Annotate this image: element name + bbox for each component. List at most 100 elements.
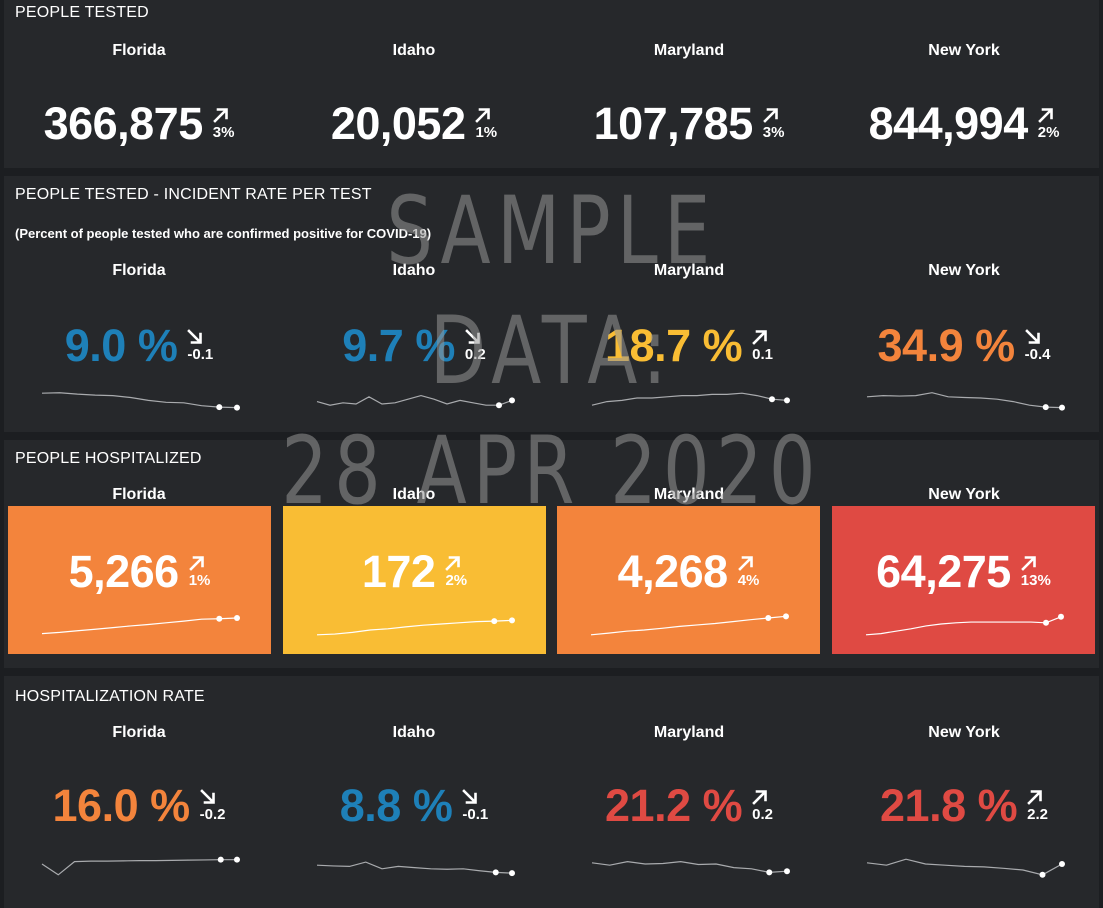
- arrow-up-right-icon: [1027, 790, 1042, 805]
- metric-value: 8.8 %: [339, 780, 453, 831]
- sparkline-last-point: [1059, 861, 1065, 867]
- metric-change: 0.1: [752, 329, 773, 363]
- metric-change: 2%: [1037, 107, 1059, 141]
- sparkline-prev-point: [492, 869, 499, 876]
- state-name-idaho: Idaho: [392, 42, 436, 59]
- sparkline-maryland: [591, 860, 790, 876]
- sparkline-last-point: [1059, 404, 1065, 411]
- state-name-new-york: New York: [928, 42, 1000, 59]
- metric-idaho: 172 2%: [283, 546, 546, 598]
- arrow-up-right-icon: [752, 790, 767, 805]
- metric-value: 5,266: [68, 546, 180, 597]
- sparkline-last-point: [234, 615, 240, 621]
- state-name-maryland: Maryland: [653, 724, 725, 741]
- metric-value: 21.8 %: [880, 780, 1018, 831]
- metric-change-value: -0.4: [1024, 346, 1051, 363]
- arrow-down-right-icon: [199, 789, 215, 804]
- state-name-maryland: Maryland: [653, 262, 725, 279]
- sparkline-new-york: [866, 392, 1065, 411]
- metric-idaho: 8.8 % -0.1: [279, 780, 549, 832]
- metric-change-value: -0.1: [187, 346, 214, 363]
- metric-change-value: 13%: [1020, 572, 1051, 589]
- sparkline-maryland: [590, 613, 789, 636]
- metric-change: 0.2: [465, 329, 486, 363]
- sparkline-last-point: [509, 617, 515, 624]
- sparkline-path: [316, 394, 513, 406]
- sparkline-idaho: [316, 861, 515, 877]
- metric-value: 64,275: [876, 546, 1011, 597]
- arrow-down-right-icon: [187, 329, 203, 344]
- arrow-down-right-icon: [465, 329, 480, 344]
- metric-change: 3%: [762, 107, 785, 141]
- arrow-up-right-icon: [475, 108, 491, 123]
- sparkline-path: [590, 615, 787, 636]
- metric-change: 3%: [212, 107, 234, 141]
- arrow-up-right-icon: [188, 556, 204, 571]
- sparkline-prev-point: [491, 618, 498, 625]
- sparkline-last-point: [784, 868, 790, 875]
- metric-new-york: 844,994 2%: [829, 98, 1099, 150]
- metric-change: 2%: [445, 555, 467, 589]
- sparkline-last-point: [783, 613, 789, 620]
- sparkline-last-point: [509, 397, 515, 404]
- state-name-maryland: Maryland: [653, 486, 725, 503]
- metric-change: 2.2: [1027, 789, 1048, 823]
- panel-subtitle: (Percent of people tested who are confir…: [15, 226, 432, 241]
- arrow-up-right-icon: [752, 330, 767, 345]
- arrow-up-right-icon: [445, 556, 461, 571]
- metric-value: 21.2 %: [605, 780, 743, 831]
- metric-change-value: -0.1: [462, 806, 489, 823]
- metric-change: -0.2: [199, 789, 226, 823]
- arrow-up-right-icon: [1020, 556, 1036, 571]
- state-name-florida: Florida: [112, 724, 166, 741]
- state-name-idaho: Idaho: [392, 262, 436, 279]
- metric-change-value: -0.2: [199, 806, 226, 823]
- metric-change-value: 3%: [762, 124, 785, 141]
- sparkline-maryland: [591, 392, 790, 406]
- sparkline-new-york: [866, 858, 1065, 878]
- arrow-up-right-icon: [212, 108, 228, 123]
- metric-value: 844,994: [868, 98, 1029, 149]
- metric-value: 9.7 %: [342, 320, 455, 371]
- metric-value: 4,268: [617, 546, 729, 597]
- sparkline-prev-point: [216, 615, 223, 622]
- state-name-florida: Florida: [112, 486, 166, 503]
- metric-value: 9.0 %: [64, 320, 178, 371]
- tile-florida: 5,266 1%: [8, 506, 271, 654]
- panel-incident-rate: PEOPLE TESTED - INCIDENT RATE PER TEST (…: [4, 176, 1099, 432]
- arrow-up-right-icon: [1037, 108, 1053, 123]
- metric-florida: 366,875 3%: [4, 98, 274, 150]
- metric-idaho: 20,052 1%: [279, 98, 549, 150]
- sparkline-prev-point: [1039, 871, 1046, 878]
- sparkline-prev-point: [216, 404, 223, 411]
- sparkline-florida: [41, 856, 240, 876]
- metric-new-york: 64,275 13%: [832, 546, 1095, 598]
- metric-florida: 9.0 % -0.1: [4, 320, 274, 372]
- sparkline-path: [591, 860, 788, 874]
- sparkline-last-point: [234, 404, 240, 411]
- metric-change-value: 4%: [737, 572, 760, 589]
- metric-new-york: 21.8 % 2.2: [829, 780, 1099, 832]
- panel-title: HOSPITALIZATION RATE: [15, 688, 205, 705]
- state-name-new-york: New York: [928, 486, 1000, 503]
- metric-value: 366,875: [43, 98, 204, 149]
- panel-people-tested: PEOPLE TESTED Florida Idaho Maryland New…: [4, 0, 1099, 168]
- sparkline-prev-point: [766, 869, 773, 876]
- sparkline-prev-point: [769, 396, 775, 403]
- sparkline-path: [41, 859, 237, 876]
- metric-value: 20,052: [330, 98, 466, 149]
- tile-new-york: 64,275 13%: [832, 506, 1095, 654]
- metric-change: -0.4: [1024, 329, 1051, 363]
- state-name-idaho: Idaho: [392, 486, 436, 503]
- metric-maryland: 21.2 % 0.2: [554, 780, 824, 832]
- metric-florida: 5,266 1%: [8, 546, 271, 598]
- metric-change: 0.2: [752, 789, 773, 823]
- metric-new-york: 34.9 % -0.4: [829, 320, 1099, 372]
- metric-maryland: 4,268 4%: [557, 546, 820, 598]
- sparkline-last-point: [784, 397, 790, 404]
- state-name-new-york: New York: [928, 262, 1000, 279]
- sparkline-prev-point: [217, 856, 224, 863]
- metric-value: 18.7 %: [605, 320, 743, 371]
- state-name-florida: Florida: [112, 262, 166, 279]
- sparkline-new-york: [865, 613, 1064, 636]
